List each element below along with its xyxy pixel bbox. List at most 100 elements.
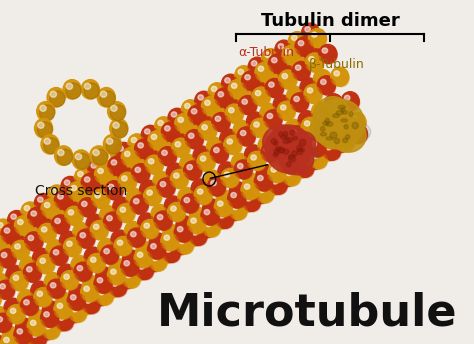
Ellipse shape [198, 95, 203, 100]
Ellipse shape [334, 136, 350, 153]
Ellipse shape [107, 183, 123, 200]
Ellipse shape [218, 193, 235, 210]
Ellipse shape [94, 274, 112, 293]
Ellipse shape [12, 274, 28, 291]
Ellipse shape [281, 170, 297, 187]
Ellipse shape [330, 132, 337, 138]
Ellipse shape [169, 117, 185, 134]
Ellipse shape [275, 147, 281, 152]
Ellipse shape [341, 92, 359, 111]
Ellipse shape [195, 100, 212, 117]
Ellipse shape [39, 219, 55, 236]
Ellipse shape [72, 150, 90, 170]
Ellipse shape [288, 32, 306, 51]
Ellipse shape [170, 170, 188, 189]
Ellipse shape [67, 291, 85, 310]
Ellipse shape [91, 287, 109, 305]
Ellipse shape [66, 83, 81, 99]
Ellipse shape [334, 71, 339, 76]
Ellipse shape [15, 244, 20, 249]
Ellipse shape [37, 101, 55, 121]
Ellipse shape [44, 138, 50, 144]
Ellipse shape [160, 182, 166, 187]
Ellipse shape [106, 138, 121, 154]
Ellipse shape [224, 136, 242, 154]
Ellipse shape [38, 223, 56, 242]
Ellipse shape [10, 272, 28, 291]
Ellipse shape [46, 240, 64, 259]
Ellipse shape [84, 278, 101, 295]
Ellipse shape [186, 125, 202, 142]
Ellipse shape [36, 196, 53, 213]
Ellipse shape [179, 238, 184, 244]
Ellipse shape [108, 156, 126, 175]
Ellipse shape [228, 79, 246, 99]
Ellipse shape [321, 47, 337, 64]
Ellipse shape [48, 242, 64, 259]
Ellipse shape [202, 125, 207, 130]
Ellipse shape [214, 212, 230, 229]
Ellipse shape [39, 105, 55, 121]
Ellipse shape [281, 105, 286, 110]
Ellipse shape [134, 198, 139, 204]
Ellipse shape [271, 128, 289, 147]
Ellipse shape [233, 156, 250, 173]
Ellipse shape [106, 176, 122, 193]
Ellipse shape [9, 307, 26, 324]
Text: β-Tubulin: β-Tubulin [309, 58, 365, 71]
Ellipse shape [248, 57, 266, 76]
Ellipse shape [13, 275, 19, 280]
Ellipse shape [264, 58, 269, 64]
Ellipse shape [0, 307, 9, 326]
Ellipse shape [71, 287, 87, 303]
Ellipse shape [341, 108, 345, 112]
Ellipse shape [260, 55, 278, 74]
Ellipse shape [10, 308, 16, 313]
Ellipse shape [297, 145, 302, 151]
Ellipse shape [247, 147, 263, 164]
Ellipse shape [242, 192, 260, 211]
Ellipse shape [110, 159, 127, 176]
Ellipse shape [67, 208, 83, 226]
Ellipse shape [299, 162, 305, 167]
Ellipse shape [269, 156, 287, 175]
Ellipse shape [105, 181, 123, 200]
Ellipse shape [209, 140, 225, 157]
Ellipse shape [271, 167, 276, 172]
Ellipse shape [100, 91, 107, 97]
Ellipse shape [277, 147, 284, 153]
Ellipse shape [195, 91, 213, 110]
Ellipse shape [220, 129, 238, 148]
Ellipse shape [0, 309, 9, 326]
Ellipse shape [65, 206, 83, 225]
Ellipse shape [185, 227, 203, 246]
Ellipse shape [118, 269, 136, 289]
Ellipse shape [35, 202, 51, 219]
Ellipse shape [86, 214, 104, 233]
Ellipse shape [95, 193, 100, 198]
Ellipse shape [42, 301, 60, 320]
Ellipse shape [138, 244, 154, 261]
Ellipse shape [220, 164, 237, 181]
Ellipse shape [37, 122, 53, 138]
Ellipse shape [30, 320, 36, 325]
Ellipse shape [187, 164, 192, 170]
Ellipse shape [273, 46, 292, 65]
Ellipse shape [36, 255, 55, 273]
Ellipse shape [18, 340, 34, 344]
Ellipse shape [279, 132, 283, 137]
Ellipse shape [305, 26, 310, 32]
Ellipse shape [279, 70, 297, 89]
Ellipse shape [84, 177, 90, 182]
Ellipse shape [326, 122, 333, 126]
Ellipse shape [100, 245, 118, 264]
Ellipse shape [158, 147, 176, 165]
Ellipse shape [256, 184, 274, 203]
Ellipse shape [201, 221, 217, 238]
Ellipse shape [257, 175, 263, 181]
Ellipse shape [150, 243, 166, 259]
Ellipse shape [252, 184, 270, 203]
Ellipse shape [153, 207, 170, 224]
Ellipse shape [308, 55, 324, 72]
Ellipse shape [323, 121, 328, 125]
